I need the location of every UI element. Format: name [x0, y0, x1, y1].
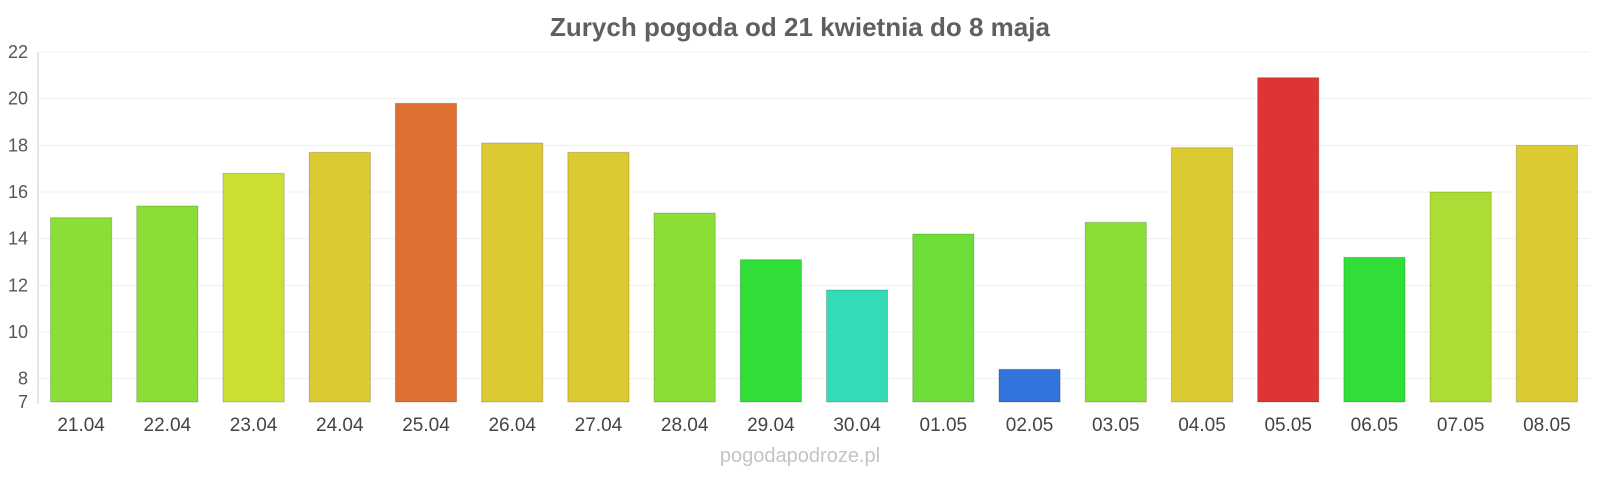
y-tick-label: 10 — [8, 322, 28, 342]
x-tick-label: 25.04 — [402, 415, 450, 436]
bar-04.05 — [1170, 147, 1234, 403]
x-tick-label: 02.05 — [1006, 415, 1054, 436]
bar-22.04 — [136, 205, 199, 403]
x-tick-label: 29.04 — [747, 415, 795, 436]
x-tick-label: 26.04 — [488, 415, 536, 436]
y-tick-label: 22 — [8, 42, 28, 62]
bar-26.04 — [481, 142, 544, 403]
y-tick-label: 18 — [8, 135, 28, 155]
x-tick-labels: 21.04 22.04 23.04 24.04 25.04 26.04 27.04 28.04… — [57, 415, 1570, 436]
bar-29.04 — [739, 259, 802, 403]
x-tick-label: 07.05 — [1437, 415, 1485, 436]
x-tick-label: 03.05 — [1092, 415, 1140, 436]
source-credit: pogodapodroze.pl — [720, 445, 880, 467]
chart-title: Zurych pogoda od 21 kwietnia do 8 maja — [550, 12, 1050, 42]
y-tick-label: 12 — [8, 275, 28, 295]
bar-01.05 — [912, 233, 975, 403]
x-tick-label: 08.05 — [1523, 415, 1571, 436]
x-tick-label: 05.05 — [1264, 415, 1312, 436]
bar-27.04 — [567, 151, 630, 403]
gridlines — [38, 51, 1590, 380]
x-tick-label: 04.05 — [1178, 415, 1226, 436]
bar-30.04 — [826, 289, 889, 403]
bar-23.04 — [222, 172, 285, 403]
bar-03.05 — [1084, 221, 1147, 403]
y-tick-label: 16 — [8, 182, 28, 202]
y-tick-labels: 7 8 10 12 14 16 18 20 22 — [8, 42, 28, 412]
x-tick-label: 21.04 — [57, 415, 105, 436]
bar-21.04 — [50, 217, 113, 403]
bar-02.05 — [998, 368, 1061, 403]
bar-08.05 — [1515, 144, 1578, 403]
bars — [50, 77, 1578, 403]
x-tick-label: 22.04 — [144, 415, 192, 436]
bar-07.05 — [1429, 191, 1492, 403]
bar-05.05 — [1257, 77, 1320, 403]
bar-25.04 — [394, 102, 458, 403]
y-tick-label: 7 — [18, 392, 28, 412]
x-tick-label: 24.04 — [316, 415, 364, 436]
y-tick-label: 14 — [8, 229, 28, 249]
bar-28.04 — [653, 212, 716, 403]
bar-24.04 — [308, 151, 371, 403]
x-tick-label: 06.05 — [1351, 415, 1399, 436]
x-tick-label: 30.04 — [833, 415, 881, 436]
y-tick-label: 20 — [8, 89, 28, 109]
x-tick-label: 01.05 — [920, 415, 968, 436]
x-tick-label: 23.04 — [230, 415, 278, 436]
bar-06.05 — [1343, 256, 1406, 403]
x-tick-label: 27.04 — [575, 415, 623, 436]
x-tick-label: 28.04 — [661, 415, 709, 436]
y-tick-label: 8 — [18, 369, 28, 389]
